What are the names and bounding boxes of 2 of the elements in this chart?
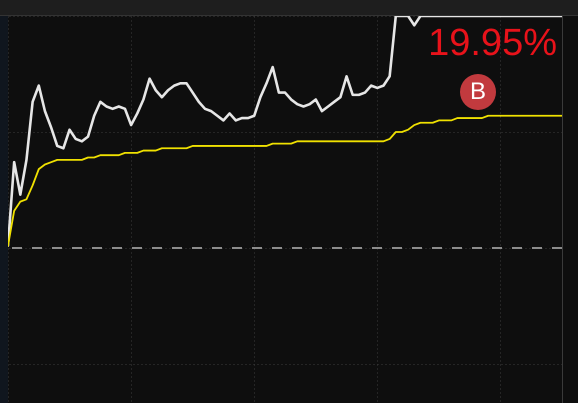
annotation: 19.95%	[428, 22, 557, 64]
annotation: B	[468, 78, 487, 105]
